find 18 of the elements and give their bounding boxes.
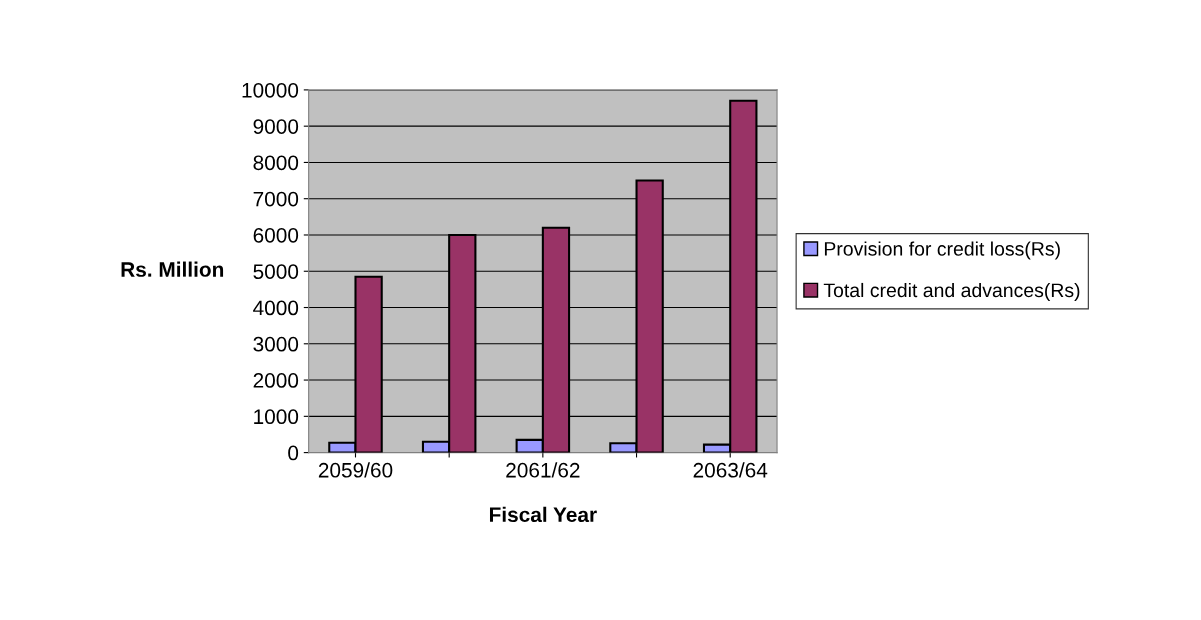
y-tick-label: 8000 [253,155,299,171]
y-tick-label: 5000 [253,264,299,279]
y-tick-label: 4000 [253,300,299,316]
y-tick-label: 0 [288,445,299,461]
legend-label: Total credit and advances(Rs) [823,282,1080,302]
y-tick-label: 7000 [253,191,299,207]
x-tick-label: 2059/60 [318,462,393,478]
y-axis-title: Rs. Million [121,261,224,277]
y-tick-label: 6000 [253,227,299,243]
y-tick-label: 1000 [254,409,299,425]
legend-label: Provision for credit loss(Rs) [824,241,1060,260]
x-tick-label: 2063/64 [693,462,768,478]
x-tick-label: 2061/62 [506,462,580,478]
y-tick-label: 2000 [253,373,299,388]
y-tick-label: 10000 [242,82,299,98]
y-tick-label: 3000 [253,336,299,352]
y-tick-label: 9000 [253,119,299,134]
x-axis-title: Fiscal Year [489,506,597,523]
